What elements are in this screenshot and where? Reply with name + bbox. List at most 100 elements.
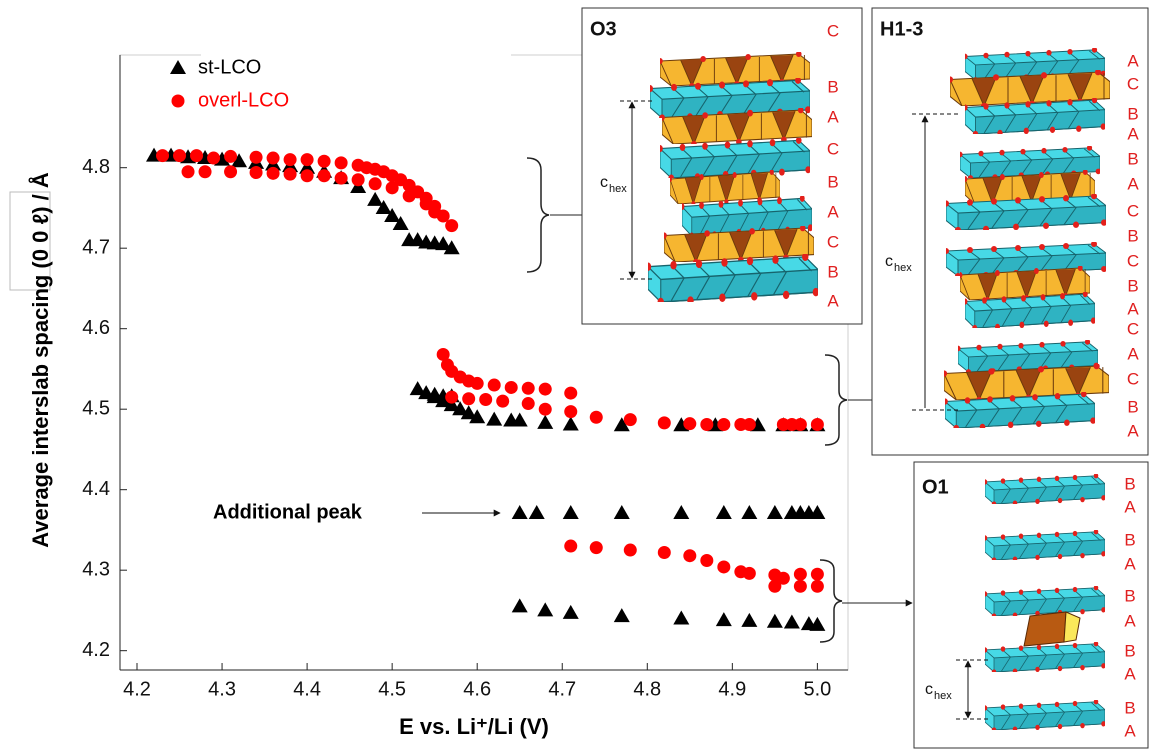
data-point <box>528 505 545 520</box>
data-point <box>741 612 758 627</box>
layer-label: A <box>827 107 839 126</box>
inset-o3 <box>581 7 863 325</box>
data-point <box>249 150 263 164</box>
data-point <box>715 505 732 520</box>
c-hex-label: c <box>600 174 608 191</box>
data-point <box>613 608 630 623</box>
data-point <box>299 159 316 174</box>
data-point <box>470 376 484 390</box>
data-point <box>537 602 554 617</box>
layer-label: B <box>1127 276 1138 295</box>
x-tick-label: 4.7 <box>548 678 576 700</box>
legend-label: st-LCO <box>198 56 261 78</box>
data-point <box>181 165 195 179</box>
data-point <box>810 417 824 431</box>
data-point <box>266 166 280 180</box>
data-point <box>385 181 399 195</box>
data-point <box>496 394 510 408</box>
x-tick-label: 4.9 <box>718 678 746 700</box>
data-point <box>436 347 450 361</box>
data-point <box>156 149 170 163</box>
data-point <box>452 401 469 416</box>
data-point <box>511 505 528 520</box>
layer-label: C <box>1127 201 1139 220</box>
layer-label: A <box>1127 344 1139 363</box>
data-point <box>683 417 697 431</box>
data-point <box>538 402 552 416</box>
data-point <box>445 219 459 233</box>
layer-label: A <box>1127 421 1139 440</box>
data-point <box>715 612 732 627</box>
data-point <box>445 390 459 404</box>
data-point <box>436 209 450 223</box>
layer-label: C <box>827 139 839 158</box>
data-point <box>810 579 824 593</box>
layer-label: B <box>1124 474 1135 493</box>
data-point <box>776 571 790 585</box>
legend-marker <box>170 60 186 74</box>
layer-label: A <box>1124 554 1136 573</box>
legend-box <box>201 42 511 120</box>
data-point <box>810 567 824 581</box>
data-point <box>283 153 297 167</box>
x-tick-label: 4.8 <box>633 678 661 700</box>
data-point <box>511 412 528 427</box>
label-box <box>9 191 51 291</box>
data-point <box>504 380 518 394</box>
data-point <box>249 166 263 180</box>
x-tick-label: 4.4 <box>293 678 321 700</box>
layer-label: B <box>1124 698 1135 717</box>
data-point <box>538 382 552 396</box>
data-point <box>375 199 392 214</box>
layer-label: A <box>827 202 839 221</box>
data-point <box>207 151 221 165</box>
y-tick-label: 4.3 <box>82 558 110 580</box>
c-hex-subscript: hex <box>609 183 627 195</box>
layer-label: A <box>1124 664 1136 683</box>
legend-marker <box>171 94 185 108</box>
x-tick-label: 4.6 <box>463 678 491 700</box>
data-point <box>479 393 493 407</box>
data-point <box>334 171 348 185</box>
y-tick-label: 4.2 <box>82 639 110 661</box>
layer-label: A <box>1124 721 1136 740</box>
layer-label: B <box>827 77 838 96</box>
data-point <box>419 197 433 211</box>
x-tick-label: 4.2 <box>123 678 151 700</box>
x-tick-label: 4.3 <box>208 678 236 700</box>
data-point <box>742 566 756 580</box>
y-tick-label: 4.5 <box>82 397 110 419</box>
data-point <box>537 414 554 429</box>
y-axis-label: Average interslab spacing (0 0 ℓ) / Å <box>27 172 53 548</box>
data-point <box>367 191 384 206</box>
data-point <box>283 167 297 181</box>
data-point <box>521 397 535 411</box>
data-point <box>443 397 460 412</box>
layer-label: C <box>1127 74 1139 93</box>
data-point <box>511 598 528 613</box>
layer-label: A <box>1127 51 1139 70</box>
layer-label: B <box>827 262 838 281</box>
data-point <box>742 417 756 431</box>
data-point <box>368 177 382 191</box>
data-point <box>657 416 671 430</box>
data-point <box>443 240 460 255</box>
data-point <box>190 149 204 163</box>
inset-h1-3 <box>871 7 1149 456</box>
data-point <box>717 560 731 574</box>
layer-label: B <box>1127 104 1138 123</box>
inset-o1 <box>913 461 1149 749</box>
data-point <box>300 153 314 167</box>
data-point <box>392 216 409 231</box>
data-point <box>783 614 800 629</box>
data-point <box>613 417 630 432</box>
data-point <box>521 381 535 395</box>
data-point <box>402 189 416 203</box>
data-point <box>741 505 758 520</box>
data-point <box>700 554 714 568</box>
layer-label: C <box>1127 319 1139 338</box>
data-point <box>768 579 782 593</box>
brace <box>824 354 848 446</box>
